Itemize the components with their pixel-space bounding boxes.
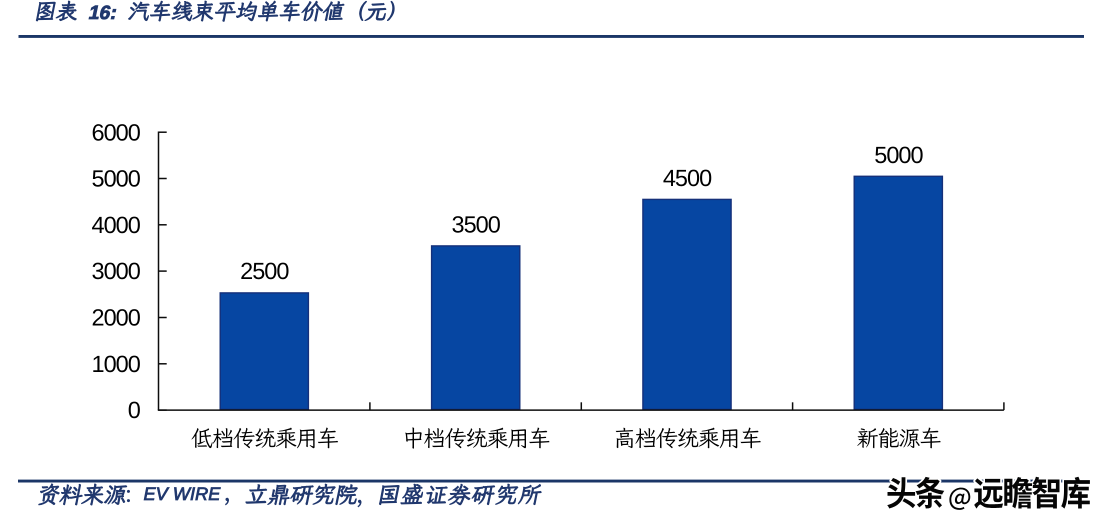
svg-text:3000: 3000 bbox=[92, 258, 141, 284]
svg-text:3500: 3500 bbox=[452, 211, 501, 237]
svg-text:4000: 4000 bbox=[92, 212, 141, 238]
svg-text:4500: 4500 bbox=[663, 165, 712, 191]
svg-text:2000: 2000 bbox=[92, 305, 141, 331]
svg-text:1000: 1000 bbox=[92, 351, 141, 377]
svg-text:2500: 2500 bbox=[240, 258, 289, 284]
svg-text:5000: 5000 bbox=[874, 142, 923, 168]
svg-text:6000: 6000 bbox=[92, 119, 141, 145]
svg-text:5000: 5000 bbox=[92, 166, 141, 192]
svg-text:0: 0 bbox=[128, 397, 141, 423]
